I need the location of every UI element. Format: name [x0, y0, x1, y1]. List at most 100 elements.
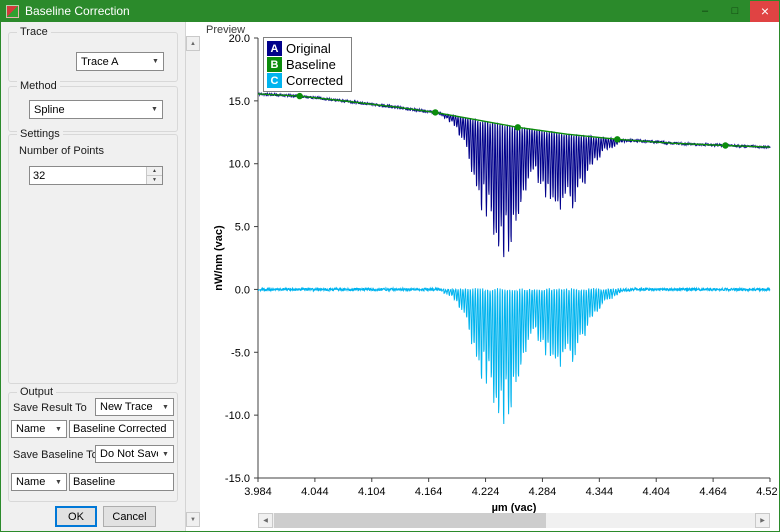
- spin-up-button[interactable]: ▲: [147, 167, 162, 175]
- y-tick-label: 20.0: [229, 33, 250, 45]
- number-of-points-stepper[interactable]: ▲ ▼: [29, 166, 163, 185]
- spin-down-button[interactable]: ▼: [147, 175, 162, 184]
- number-of-points-input[interactable]: [30, 167, 146, 184]
- spin-up-icon: ▲: [152, 168, 157, 174]
- legend-row: C Corrected: [267, 73, 343, 88]
- y-tick-label: 0.0: [235, 284, 250, 296]
- x-tick-label: 4.044: [301, 486, 329, 498]
- cancel-button[interactable]: Cancel: [103, 506, 156, 527]
- minimize-button[interactable]: –: [690, 0, 720, 22]
- save-baseline-to-label: Save Baseline To: [13, 449, 98, 461]
- close-button[interactable]: ×: [750, 0, 780, 22]
- chevron-down-icon: ▼: [162, 403, 169, 411]
- legend-label: Baseline: [286, 57, 336, 72]
- x-tick-label: 4.104: [358, 486, 386, 498]
- result-name-combobox-value: Name: [16, 423, 46, 435]
- trace-group-label: Trace: [17, 26, 51, 38]
- y-tick-label: -15.0: [225, 473, 250, 485]
- chevron-down-icon: ▼: [55, 425, 62, 433]
- horizontal-scroll-track[interactable]: [273, 513, 755, 528]
- legend-key-icon: C: [267, 73, 282, 88]
- horizontal-scroll-thumb[interactable]: [274, 513, 546, 528]
- settings-sidebar: Trace Trace A ▼ Method Spline ▼ Settings…: [0, 22, 186, 532]
- y-tick-label: 5.0: [235, 222, 250, 234]
- x-tick-label: 4.224: [472, 486, 500, 498]
- trace-group: Trace Trace A ▼: [8, 26, 178, 82]
- number-of-points-label: Number of Points: [19, 145, 104, 157]
- save-baseline-to-value: Do Not Save: [100, 448, 158, 460]
- baseline-spline-point: [514, 124, 521, 131]
- baseline-name-combobox-value: Name: [16, 476, 46, 488]
- save-result-to-combobox[interactable]: New Trace ▼: [95, 398, 174, 416]
- settings-group-label: Settings: [17, 128, 63, 140]
- chevron-down-icon: ▼: [162, 450, 169, 458]
- baseline-spline-point: [722, 142, 729, 149]
- legend-key-icon: B: [267, 57, 282, 72]
- chevron-down-icon: ▼: [151, 106, 158, 113]
- result-name-input[interactable]: [69, 420, 174, 438]
- x-tick-label: 3.984: [244, 486, 272, 498]
- x-axis-label: µm (vac): [492, 502, 537, 514]
- window-title: Baseline Correction: [25, 4, 130, 18]
- axis-lines: [257, 38, 770, 479]
- y-tick-label: -5.0: [231, 347, 250, 359]
- scroll-left-icon: ◀: [263, 518, 268, 524]
- scroll-right-button[interactable]: ▶: [755, 513, 770, 528]
- x-tick-label: 4.164: [415, 486, 443, 498]
- trace-combobox-value: Trace A: [81, 55, 119, 68]
- save-result-to-value: New Trace: [100, 401, 153, 413]
- scroll-left-button[interactable]: ◀: [258, 513, 273, 528]
- original-series: [258, 91, 771, 258]
- method-combobox-value: Spline: [34, 103, 65, 116]
- legend-key-icon: A: [267, 41, 282, 56]
- output-group-label: Output: [17, 386, 57, 398]
- scroll-right-icon: ▶: [760, 518, 765, 524]
- vertical-scroll-track[interactable]: [186, 51, 200, 512]
- y-axis-label: nW/nm (vac): [214, 225, 225, 291]
- method-group-label: Method: [17, 80, 60, 92]
- x-tick-label: 4.404: [642, 486, 670, 498]
- titlebar: Baseline Correction – □ ×: [0, 0, 780, 22]
- preview-label: Preview: [206, 24, 246, 36]
- save-baseline-to-combobox[interactable]: Do Not Save ▼: [95, 445, 174, 463]
- result-name-combobox[interactable]: Name ▼: [11, 420, 67, 438]
- legend-label: Original: [286, 41, 331, 56]
- ok-button[interactable]: OK: [55, 506, 97, 527]
- method-group: Method Spline ▼: [8, 80, 178, 132]
- minimize-icon: –: [701, 5, 709, 17]
- scroll-down-button[interactable]: ▼: [186, 512, 200, 527]
- baseline-name-input[interactable]: [69, 473, 174, 491]
- preview-chart-svg: 20.0 15.0 10.0 5.0 0.0 -5.0 -10.0 -15.03.984 4.0…: [214, 33, 778, 514]
- save-result-to-label: Save Result To: [13, 402, 87, 414]
- settings-group: Settings Number of Points ▲ ▼: [8, 128, 178, 384]
- trace-combobox[interactable]: Trace A ▼: [76, 52, 164, 71]
- preview-horizontal-scrollbar[interactable]: ◀ ▶: [258, 513, 770, 528]
- maximize-button[interactable]: □: [720, 0, 750, 22]
- plot-group: 20.0 15.0 10.0 5.0 0.0 -5.0 -10.0 -15.03.984 4.0…: [214, 33, 778, 514]
- x-tick-label: 4.284: [529, 486, 557, 498]
- legend-row: A Original: [267, 41, 343, 56]
- x-tick-label: 4.524: [756, 486, 778, 498]
- baseline-spline-point: [296, 92, 303, 100]
- scroll-up-button[interactable]: ▲: [186, 36, 200, 51]
- output-group: Output Save Result To New Trace ▼ Name ▼…: [8, 386, 178, 502]
- spin-down-icon: ▼: [152, 177, 157, 183]
- maximize-icon: □: [731, 5, 739, 17]
- baseline-series: [257, 93, 771, 148]
- app-icon: [6, 4, 19, 18]
- chevron-down-icon: ▼: [152, 58, 159, 65]
- close-icon: ×: [760, 3, 770, 19]
- scroll-up-icon: ▲: [190, 40, 196, 47]
- baseline-name-combobox[interactable]: Name ▼: [11, 473, 67, 491]
- baseline-spline-point: [614, 136, 621, 143]
- method-combobox[interactable]: Spline ▼: [29, 100, 163, 119]
- legend-row: B Baseline: [267, 57, 343, 72]
- y-tick-label: -10.0: [225, 410, 250, 422]
- preview-panel: [200, 22, 780, 532]
- scroll-down-icon: ▼: [190, 516, 196, 523]
- baseline-spline-point: [432, 109, 439, 116]
- preview-vertical-scrollbar[interactable]: ▲ ▼: [186, 36, 200, 527]
- x-tick-label: 4.464: [699, 486, 727, 498]
- chart-legend: A Original B Baseline C Corrected: [263, 37, 353, 92]
- legend-label: Corrected: [286, 73, 344, 88]
